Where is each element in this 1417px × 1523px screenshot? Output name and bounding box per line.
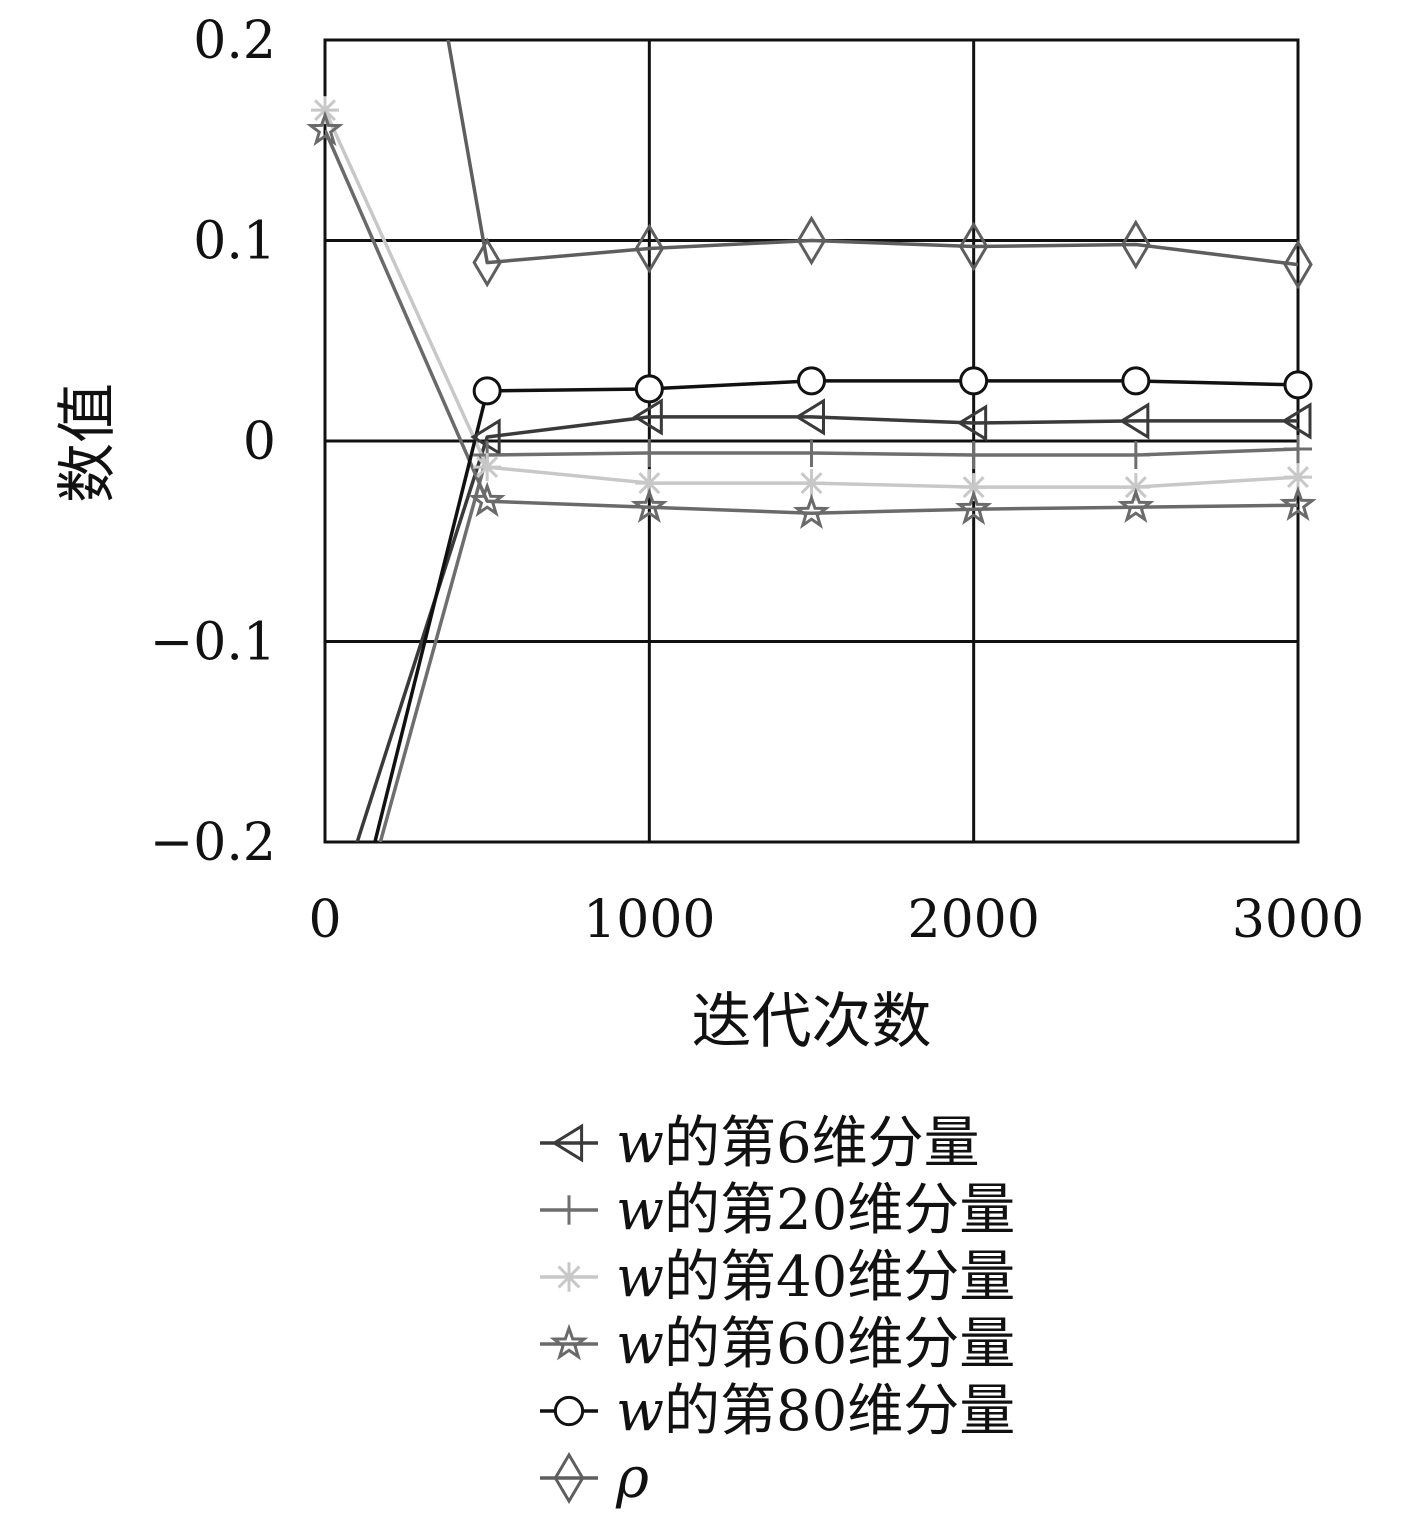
legend-label-w6: w的第6维分量 [616, 1111, 980, 1176]
legend-item-w40: w的第40维分量 [540, 1245, 1015, 1310]
series-line-w6 [355, 415, 1298, 842]
data-point-rho-6 [1283, 239, 1313, 290]
legend-label-w40: w的第40维分量 [616, 1245, 1015, 1310]
legend-item-rho: ρ [540, 1446, 649, 1511]
legend-marker-w20 [554, 1195, 584, 1225]
data-point-w20-2 [635, 439, 664, 468]
data-point-w20-6 [1284, 435, 1312, 464]
data-point-rho-3 [796, 215, 827, 266]
data-point-w6-2 [632, 398, 663, 436]
x-tick-label-2: 2000 [907, 890, 1039, 950]
legend-item-w80: w的第80维分量 [540, 1379, 1015, 1444]
x-tick-label-3: 3000 [1232, 890, 1364, 950]
series-line-w20 [378, 447, 1298, 842]
data-point-w6-4 [956, 404, 988, 442]
data-point-w20-3 [797, 439, 826, 468]
y-tick-label-1: 0.1 [193, 212, 276, 272]
legend-item-w20: w的第20维分量 [540, 1178, 1015, 1243]
data-point-w80-5 [1121, 366, 1151, 396]
data-point-w80-4 [959, 366, 989, 396]
tick-labels: 0 1000 2000 3000 0.2 0.1 0 −0.1 −0.2 [150, 11, 1364, 950]
data-point-w80-1 [472, 376, 502, 406]
data-point-rho-1 [472, 237, 502, 288]
series-layer [325, 40, 1298, 842]
legend-label-w60: w的第60维分量 [616, 1312, 1015, 1377]
legend-label-w80: w的第80维分量 [616, 1379, 1015, 1444]
data-point-rho-2 [634, 223, 665, 274]
legend-item-w6: w的第6维分量 [540, 1111, 980, 1176]
data-point-w40-2 [635, 469, 664, 498]
x-tick-label-1: 1000 [583, 890, 715, 950]
data-point-w60-5 [1117, 487, 1155, 523]
data-point-w80-3 [797, 366, 826, 396]
y-tick-label-3: −0.1 [150, 613, 276, 673]
series-line-rho [446, 40, 1298, 267]
data-point-w40-3 [797, 469, 826, 498]
legend-label-rho: ρ [615, 1446, 649, 1511]
legend-marker-w40 [554, 1262, 584, 1292]
data-point-w40-1 [473, 453, 502, 482]
y-tick-label-0: 0.2 [193, 11, 276, 71]
legend-marker-w80 [553, 1395, 585, 1427]
data-point-w6-3 [794, 398, 825, 436]
series-line-w60 [325, 129, 1298, 515]
legend-item-w60: w的第60维分量 [540, 1312, 1015, 1377]
data-point-w60-1 [468, 481, 506, 517]
data-point-w60-2 [630, 487, 668, 523]
x-tick-label-0: 0 [308, 890, 341, 950]
legend-label-w20: w的第20维分量 [616, 1178, 1015, 1243]
data-point-w20-5 [1121, 441, 1150, 470]
data-point-w60-6 [1279, 485, 1317, 521]
data-point-w40-0 [311, 96, 339, 125]
data-point-w40-5 [1121, 473, 1150, 502]
y-tick-label-4: −0.2 [150, 813, 276, 873]
marker-layer [306, 96, 1317, 529]
x-axis-title: 迭代次数 [692, 987, 932, 1057]
data-point-w80-2 [634, 374, 664, 404]
data-point-w20-4 [959, 441, 988, 470]
y-axis-title: 数值 [53, 383, 123, 503]
legend-marker-rho [553, 1451, 585, 1505]
legend-marker-w6 [551, 1123, 584, 1163]
data-point-w6-6 [1281, 402, 1312, 440]
legend-marker-w60 [549, 1323, 589, 1361]
data-point-w60-3 [792, 493, 831, 529]
data-point-rho-4 [958, 221, 989, 272]
data-point-w60-4 [955, 489, 993, 525]
data-point-rho-5 [1121, 219, 1151, 270]
data-point-w60-0 [306, 110, 344, 147]
y-tick-label-2: 0 [243, 412, 276, 472]
data-point-w80-6 [1283, 370, 1313, 400]
data-point-w6-5 [1118, 402, 1150, 440]
